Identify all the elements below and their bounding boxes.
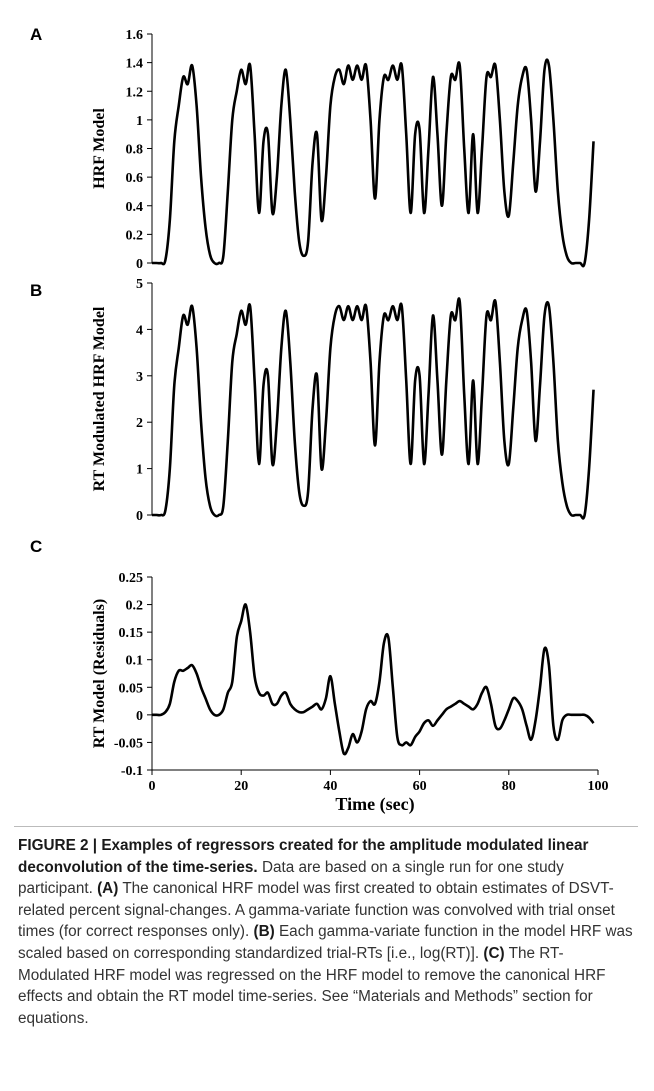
y-axis-label: RT Model (Residuals) xyxy=(91,599,108,748)
x-tick-label: 20 xyxy=(234,779,248,794)
x-tick-label: 60 xyxy=(413,779,427,794)
x-tick-label: 0 xyxy=(149,779,156,794)
y-tick-label: 1.2 xyxy=(126,85,144,100)
caption-text: Data are based on a single run for one s… xyxy=(18,858,564,898)
y-tick-label: 0.2 xyxy=(126,599,144,614)
y-tick-label: 0 xyxy=(136,709,143,724)
caption-title: FIGURE 2 | Examples of regressors create… xyxy=(18,837,589,876)
data-line xyxy=(152,603,595,756)
y-tick-label: 3 xyxy=(136,370,143,385)
x-tick-label: 100 xyxy=(588,779,609,794)
y-tick-label: 0.25 xyxy=(119,571,144,586)
caption: FIGURE 2 | Examples of regressors create… xyxy=(18,835,634,1029)
caption-text: The canonical HRF model was first create… xyxy=(18,880,615,941)
x-tick-label: 80 xyxy=(502,779,516,794)
y-tick-label: 0.15 xyxy=(119,626,144,641)
y-tick-label: 5 xyxy=(136,277,143,292)
panel-label: C xyxy=(30,537,42,556)
y-tick-label: -0.05 xyxy=(114,736,143,751)
y-tick-label: 0.05 xyxy=(119,681,144,696)
data-line xyxy=(152,297,595,520)
y-axis-label: RT Modulated HRF Model xyxy=(91,306,108,491)
y-tick-label: 2 xyxy=(136,416,143,431)
caption-text: The RT-Modulated HRF model was regressed… xyxy=(18,944,606,1027)
y-tick-label: -0.1 xyxy=(121,764,143,779)
y-tick-label: 1 xyxy=(136,114,143,129)
y-tick-label: 0.8 xyxy=(126,143,144,158)
caption-ref: (A) xyxy=(97,880,119,898)
panel-label: B xyxy=(30,281,42,300)
x-axis-label: Time (sec) xyxy=(335,794,414,815)
y-tick-label: 0 xyxy=(136,509,143,524)
caption-text: Each gamma-variate function in the model… xyxy=(18,923,633,962)
y-tick-label: 0.6 xyxy=(126,171,144,186)
y-tick-label: 0.2 xyxy=(126,228,144,243)
y-tick-label: 1.4 xyxy=(126,57,144,72)
figure: A HRF Model 0 0.2 0.4 0.6 0.8 1 1.2 1.4 1.6 B RT Mod… xyxy=(30,25,609,815)
data-line xyxy=(152,58,595,268)
y-tick-label: 0.4 xyxy=(126,200,144,215)
x-tick-label: 40 xyxy=(323,779,337,794)
caption-rule xyxy=(14,826,638,827)
y-tick-label: 0 xyxy=(136,257,143,272)
y-tick-label: 0.1 xyxy=(126,654,144,669)
y-tick-label: 1.6 xyxy=(126,28,144,43)
caption-ref: (B) xyxy=(253,923,275,941)
panel-label: A xyxy=(30,25,42,44)
caption-ref: (C) xyxy=(483,944,505,962)
y-tick-label: 1 xyxy=(136,463,143,478)
y-axis-label: HRF Model xyxy=(91,108,108,189)
y-tick-label: 4 xyxy=(136,323,143,338)
